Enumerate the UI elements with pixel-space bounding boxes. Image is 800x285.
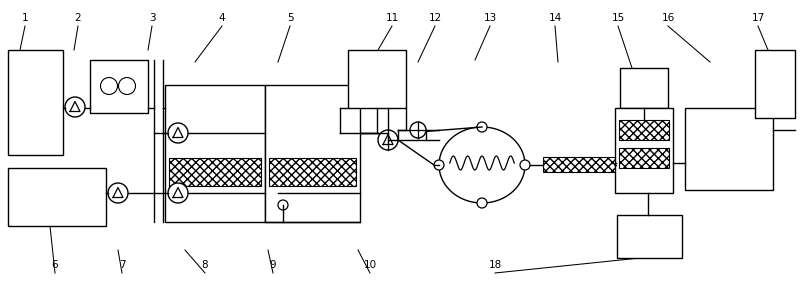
Bar <box>269 158 356 186</box>
Text: 12: 12 <box>428 13 442 23</box>
Bar <box>8 168 106 226</box>
Circle shape <box>477 198 487 208</box>
Text: 14: 14 <box>548 13 562 23</box>
Circle shape <box>101 78 118 95</box>
Text: 8: 8 <box>202 260 208 270</box>
Circle shape <box>520 160 530 170</box>
Bar <box>348 50 406 108</box>
Circle shape <box>168 123 188 143</box>
Text: 11: 11 <box>386 13 398 23</box>
Text: 10: 10 <box>363 260 377 270</box>
Text: 17: 17 <box>751 13 765 23</box>
Text: 9: 9 <box>270 260 276 270</box>
Text: 18: 18 <box>488 260 502 270</box>
Circle shape <box>378 130 398 150</box>
Text: 3: 3 <box>149 13 155 23</box>
Bar <box>265 85 360 222</box>
Circle shape <box>118 78 135 95</box>
Circle shape <box>434 160 444 170</box>
Bar <box>620 68 668 108</box>
Text: 16: 16 <box>662 13 674 23</box>
Circle shape <box>278 200 288 210</box>
Bar <box>543 157 616 172</box>
Circle shape <box>477 122 487 132</box>
Bar <box>90 60 148 113</box>
Text: 1: 1 <box>22 13 28 23</box>
Bar <box>617 215 682 258</box>
Text: 15: 15 <box>611 13 625 23</box>
Text: 2: 2 <box>74 13 82 23</box>
Circle shape <box>65 97 85 117</box>
Text: 7: 7 <box>118 260 126 270</box>
Circle shape <box>410 122 426 138</box>
Bar <box>8 50 63 155</box>
Circle shape <box>108 183 128 203</box>
Bar <box>615 108 673 193</box>
Bar <box>685 108 773 190</box>
Bar <box>619 148 669 168</box>
Bar <box>755 50 795 118</box>
Circle shape <box>168 183 188 203</box>
Bar <box>619 120 669 140</box>
Text: 6: 6 <box>52 260 58 270</box>
Text: 5: 5 <box>286 13 294 23</box>
Text: 13: 13 <box>483 13 497 23</box>
Text: 4: 4 <box>218 13 226 23</box>
Bar <box>169 158 261 186</box>
Bar <box>165 85 265 222</box>
